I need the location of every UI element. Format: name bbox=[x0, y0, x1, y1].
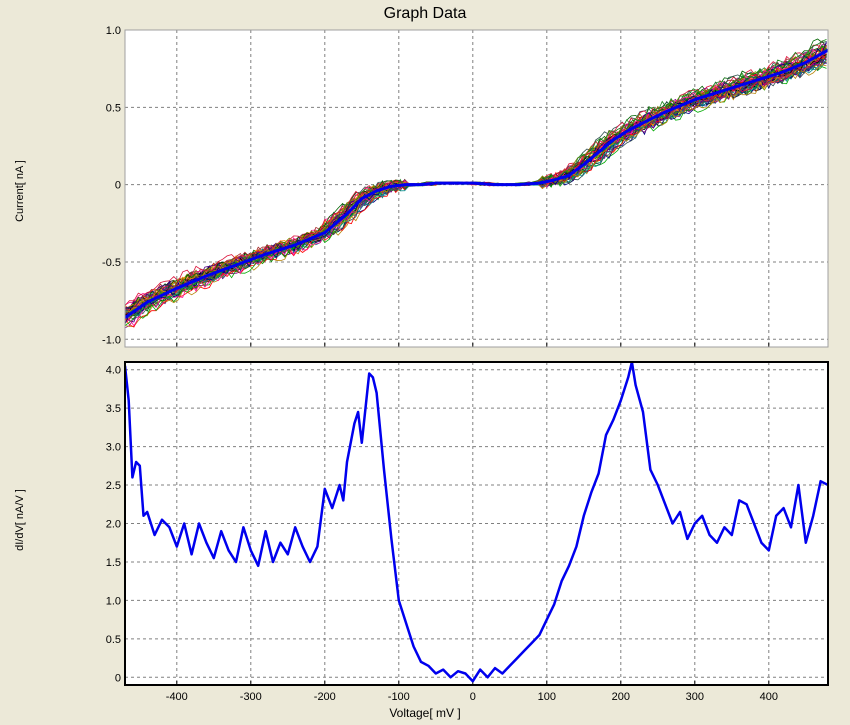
x-tick-label: 0 bbox=[470, 691, 476, 703]
x-tick-label: -300 bbox=[240, 691, 262, 703]
y-tick-label: 0 bbox=[115, 180, 121, 192]
x-tick-label: -200 bbox=[314, 691, 336, 703]
didv-plot-panel: 0 0.5 1.0 1.5 2.0 2.5 3.0 3.5 4.0 -400 -300 -200 -10… bbox=[106, 361, 829, 703]
y-tick-label: 0 bbox=[115, 672, 121, 684]
y-tick-label: -0.5 bbox=[102, 257, 121, 269]
plot-lines bbox=[125, 38, 828, 329]
x-tick-label: -100 bbox=[388, 691, 410, 703]
x-tick-label: 200 bbox=[612, 691, 630, 703]
voltage-axis-label: Voltage[ mV ] bbox=[389, 706, 461, 720]
plot-border bbox=[124, 29, 829, 348]
x-tick-label: 300 bbox=[686, 691, 704, 703]
plot-background bbox=[125, 30, 828, 347]
plot-border bbox=[124, 361, 829, 686]
x-tick-label: 100 bbox=[538, 691, 556, 703]
y-tick-label: 2.5 bbox=[106, 480, 121, 492]
plot-background bbox=[125, 362, 828, 685]
y-tick-label: 1.0 bbox=[106, 595, 121, 607]
y-tick-label: 3.5 bbox=[106, 403, 121, 415]
y-tick-label: 4.0 bbox=[106, 365, 121, 377]
x-tick-label: 400 bbox=[760, 691, 778, 703]
y-tick-label: 0.5 bbox=[106, 102, 121, 114]
y-tick-label: 2.0 bbox=[106, 519, 121, 531]
didv-line bbox=[125, 362, 828, 683]
y-tick-label: 0.5 bbox=[106, 634, 121, 646]
current-plot-panel: -1.0 -0.5 0 0.5 1.0 bbox=[102, 25, 829, 348]
y-tick-label: 3.0 bbox=[106, 442, 121, 454]
plot-lines bbox=[125, 362, 828, 683]
window-title: Graph Data bbox=[383, 5, 467, 22]
y-tick-label: -1.0 bbox=[102, 334, 121, 346]
y-tick-label: 1.0 bbox=[106, 25, 121, 37]
y-tick-label: 1.5 bbox=[106, 557, 121, 569]
mean-current-line bbox=[125, 48, 828, 319]
x-tick-label: -400 bbox=[166, 691, 188, 703]
